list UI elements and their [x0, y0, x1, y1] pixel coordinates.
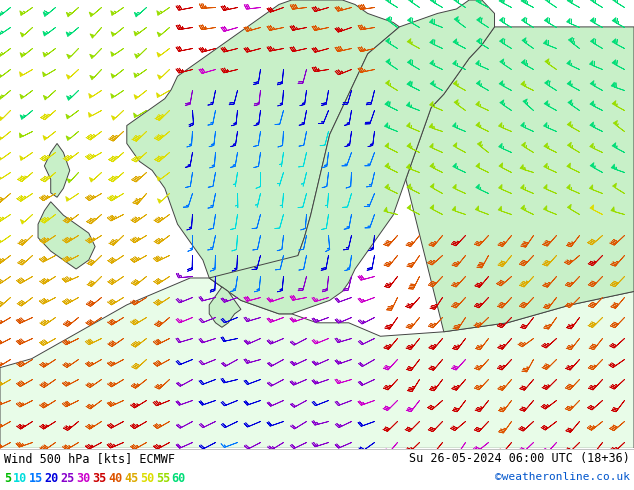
Polygon shape	[406, 27, 634, 332]
Text: Su 26-05-2024 06:00 UTC (18+36): Su 26-05-2024 06:00 UTC (18+36)	[409, 452, 630, 466]
Text: 35: 35	[92, 472, 107, 485]
Text: 30: 30	[76, 472, 91, 485]
Text: 10: 10	[13, 472, 27, 485]
Polygon shape	[209, 0, 495, 314]
Text: 60: 60	[172, 472, 186, 485]
Polygon shape	[44, 144, 70, 197]
Text: 15: 15	[29, 472, 43, 485]
Text: Wind 500 hPa [kts] ECMWF: Wind 500 hPa [kts] ECMWF	[4, 452, 175, 466]
Text: 25: 25	[60, 472, 75, 485]
Text: 5: 5	[4, 472, 11, 485]
Text: 45: 45	[124, 472, 138, 485]
Polygon shape	[209, 287, 241, 327]
Polygon shape	[0, 278, 634, 448]
Polygon shape	[127, 0, 399, 296]
Text: 55: 55	[156, 472, 170, 485]
Text: 20: 20	[44, 472, 59, 485]
Text: ©weatheronline.co.uk: ©weatheronline.co.uk	[495, 472, 630, 482]
Polygon shape	[38, 202, 95, 269]
Text: 40: 40	[108, 472, 122, 485]
Text: 50: 50	[140, 472, 154, 485]
